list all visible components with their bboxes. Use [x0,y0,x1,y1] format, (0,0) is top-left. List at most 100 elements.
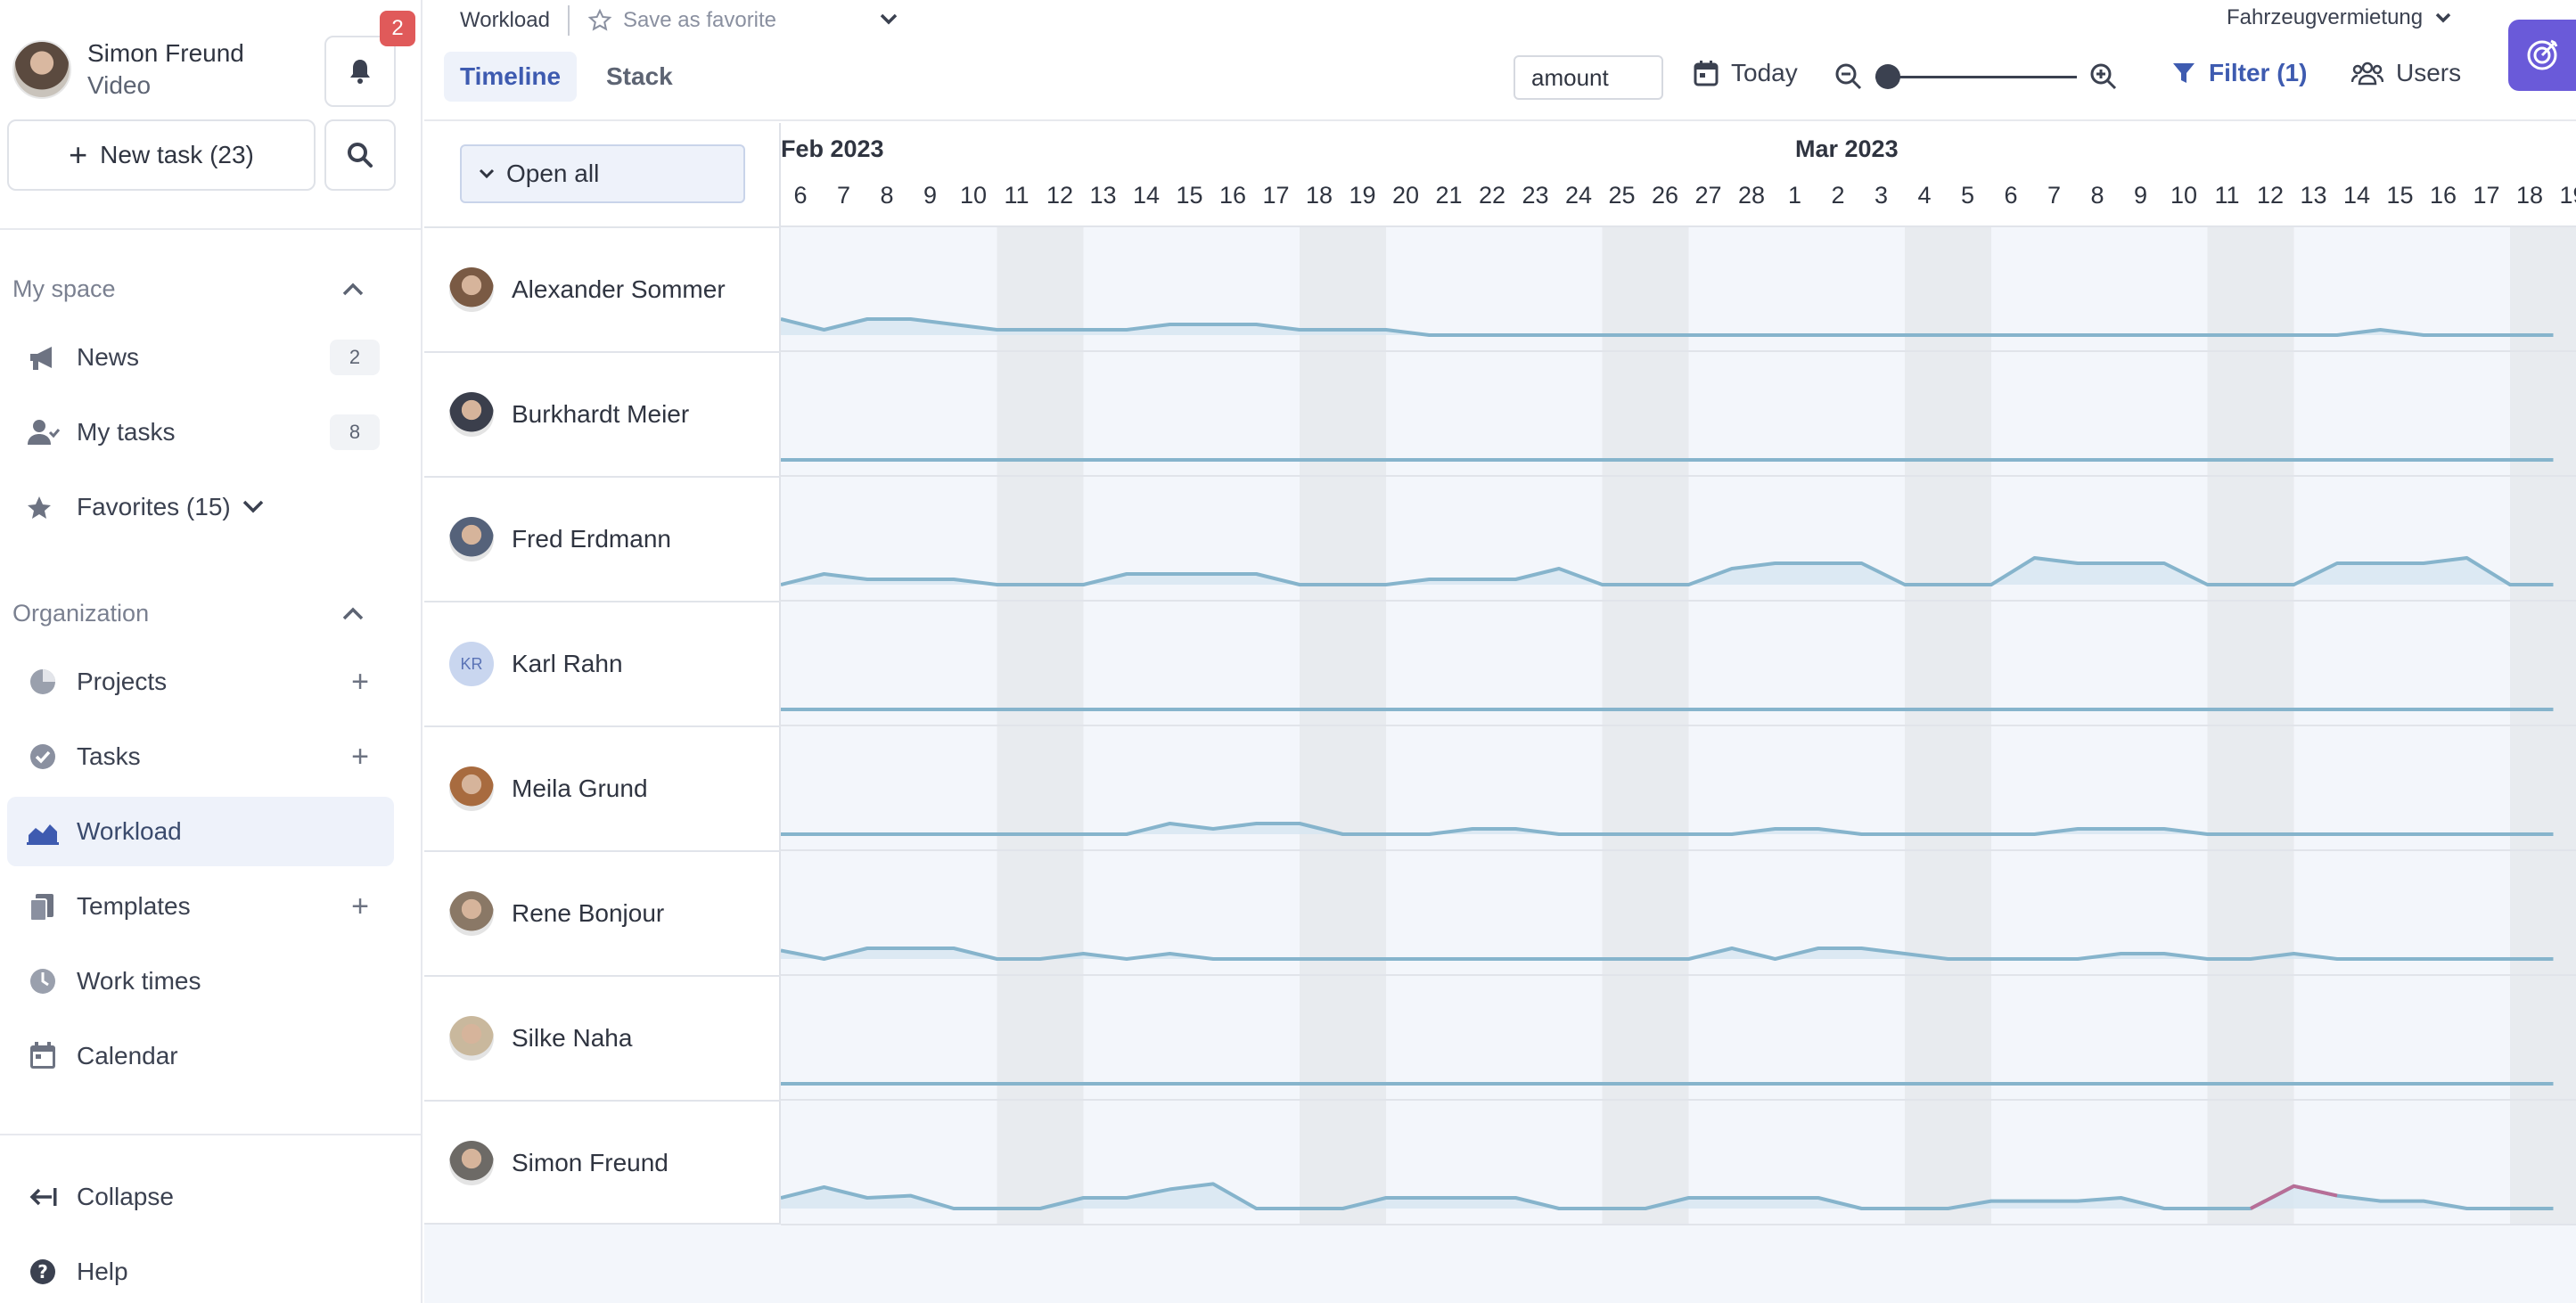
chevron-up-icon[interactable] [340,604,365,622]
new-task-button[interactable]: + New task (23) [7,119,316,191]
day-label: 26 [1651,182,1679,209]
user-name: Silke Naha [512,1024,633,1052]
my-space-title: My space [12,275,116,302]
user-row[interactable]: Fred Erdmann [424,476,781,601]
day-label: 15 [1176,182,1203,209]
user-row[interactable]: Burkhardt Meier [424,351,781,476]
sidebar-item-work-times[interactable]: Work times [7,947,394,1016]
calendar-icon [1694,61,1719,86]
avatar-initials: KR [460,654,483,673]
chevron-down-icon[interactable] [241,498,266,516]
workload-line [781,822,2554,836]
user-row[interactable]: Simon Freund [424,1100,781,1225]
assistant-button[interactable] [2508,20,2576,91]
amount-field[interactable] [1514,55,1663,100]
save-favorite-label: Save as favorite [622,8,777,32]
company-selector[interactable]: Fahrzeugvermietung [2227,5,2453,30]
day-label: 19 [2559,182,2576,209]
user-row[interactable]: Rene Bonjour [424,850,781,975]
chevron-down-icon[interactable] [877,7,900,30]
breadcrumb-workload[interactable]: Workload [460,8,550,32]
users-column: Open all Alexander Sommer Burkhardt Meier… [424,123,781,1303]
open-all-button[interactable]: Open all [460,144,745,203]
avatar [449,891,494,936]
sidebar-item-projects[interactable]: Projects + [7,647,394,717]
avatar [449,267,494,312]
day-label: 7 [2047,182,2062,209]
count-badge: 8 [330,414,380,450]
zoom-in-icon[interactable] [2089,62,2118,91]
sidebar-item-label: Projects [77,668,168,695]
overload-line [2250,1184,2338,1210]
day-label: 14 [2342,182,2371,209]
user-name: Fred Erdmann [512,525,671,553]
sidebar-item-label: Collapse [77,1183,174,1210]
sidebar-item-my-tasks[interactable]: My tasks 8 [7,397,394,467]
today-button[interactable]: Today [1694,59,1798,87]
zoom-slider-handle[interactable] [1875,64,1900,89]
sidebar-item-workload[interactable]: Workload [7,797,394,866]
day-label: 25 [1608,182,1636,209]
clock-icon [30,969,55,994]
day-label: 21 [1435,182,1463,209]
chevron-up-icon[interactable] [340,280,365,298]
tab-timeline[interactable]: Timeline [444,52,578,102]
sidebar-item-label: My tasks [77,418,176,446]
company-label: Fahrzeugvermietung [2227,5,2424,29]
user-row[interactable]: Meila Grund [424,725,781,850]
zoom-out-icon[interactable] [1834,62,1863,91]
help-icon: ? [30,1259,55,1284]
search-button[interactable] [324,119,396,191]
sidebar-item-help[interactable]: ? Help [7,1237,394,1303]
users-button[interactable]: Users [2351,59,2461,87]
add-project-button[interactable]: + [351,664,369,699]
save-favorite-button[interactable]: Save as favorite [587,8,776,33]
workload-area [781,319,2554,335]
filter-button[interactable]: Filter (1) [2171,59,2307,87]
workload-line [781,947,2554,961]
count-badge: 2 [330,340,380,375]
day-label: 17 [1262,182,1290,209]
workload-area [781,824,2554,834]
day-label: 1 [1787,182,1802,209]
user-name: Meila Grund [512,774,648,802]
sidebar-item-label: Work times [77,967,201,995]
avatar [449,517,494,561]
sidebar-item-label: Tasks [77,742,141,770]
sidebar-item-templates[interactable]: Templates + [7,872,394,941]
day-label: 9 [923,182,938,209]
sidebar-item-news[interactable]: News 2 [7,323,394,392]
day-label: 27 [1694,182,1722,209]
pie-chart-icon [30,669,55,694]
tab-stack[interactable]: Stack [606,62,673,90]
day-label: 8 [880,182,894,209]
add-task-button[interactable]: + [351,739,369,774]
user-row[interactable]: Silke Naha [424,975,781,1100]
sidebar-item-collapse[interactable]: Collapse [7,1162,394,1232]
grid-footer [781,1225,2576,1303]
sidebar-item-tasks[interactable]: Tasks + [7,722,394,791]
day-label: 10 [959,182,988,209]
svg-text:?: ? [37,1261,48,1283]
avatar [449,392,494,437]
day-label: 14 [1132,182,1161,209]
zoom-slider-track[interactable] [1875,76,2077,78]
add-template-button[interactable]: + [351,889,369,923]
star-outline-icon [587,8,612,31]
user-avatar [12,40,71,99]
month-label: Mar 2023 [1795,135,1899,162]
user-row[interactable]: Alexander Sommer [424,226,781,351]
bell-icon [350,60,370,84]
user-profile[interactable]: Simon Freund Video [12,37,244,102]
copy-icon [29,894,53,922]
user-row[interactable]: KR Karl Rahn [424,601,781,725]
sidebar-item-favorites[interactable]: Favorites (15) [7,472,394,542]
plus-icon: + [69,136,88,173]
avatar: KR [449,642,494,686]
notifications-button[interactable] [324,36,396,107]
day-label: 12 [2256,182,2285,209]
sidebar-item-calendar[interactable]: Calendar [7,1021,394,1091]
avatar [449,1141,494,1185]
user-name: Burkhardt Meier [512,400,690,428]
check-circle-icon [30,744,55,769]
